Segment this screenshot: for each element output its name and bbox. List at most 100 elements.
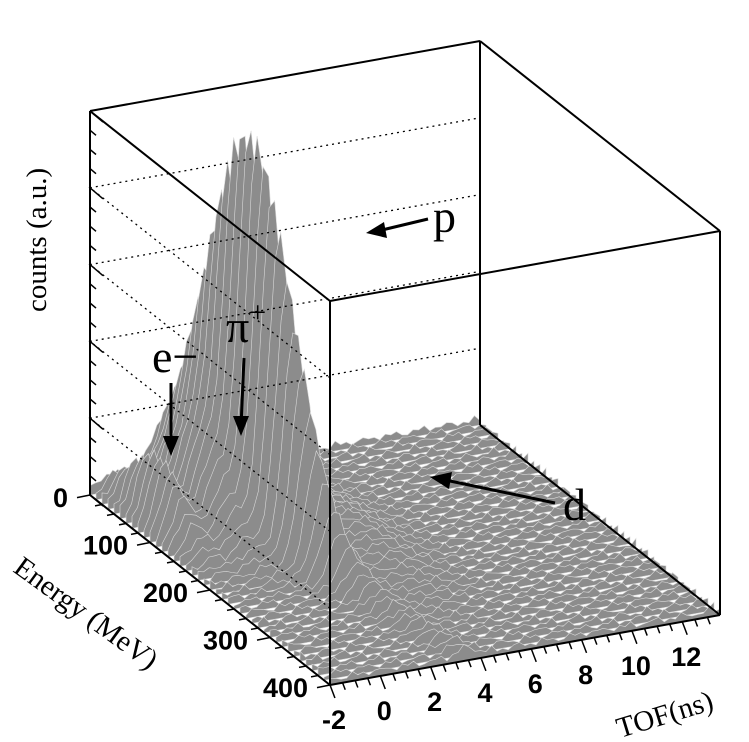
y-tick: [130, 532, 139, 536]
x-tick: [643, 628, 648, 636]
y-tick-label: 0: [53, 483, 68, 513]
y-tick: [76, 494, 91, 499]
z-tick: [89, 264, 104, 277]
label-electron: e−: [152, 331, 198, 382]
x-tick: [543, 646, 548, 654]
z-tick: [89, 168, 97, 175]
x-tick-label: 2: [427, 687, 442, 717]
arrow-pion: [239, 357, 246, 428]
x-tick: [329, 684, 336, 699]
x-tick: [518, 650, 523, 659]
y-tick: [250, 627, 259, 631]
y-tick: [286, 655, 295, 659]
arrow-proton-head: [366, 222, 387, 238]
surface-mesh: [89, 130, 721, 686]
y-axis-ticks: 0 100 200 300 400: [53, 483, 331, 703]
y-tick: [316, 684, 331, 689]
z-tick: [89, 302, 97, 309]
surface-strip: [275, 564, 667, 643]
y-tick: [274, 646, 283, 650]
label-deuteron: d: [563, 479, 586, 530]
z-tick: [89, 187, 104, 200]
peak-annotations: e− π+ p d: [152, 191, 586, 530]
x-tick: [442, 664, 447, 672]
frame-edge: [479, 40, 721, 232]
x-tick: [706, 616, 711, 625]
y-tick: [190, 579, 199, 583]
label-pion-charge: +: [249, 296, 266, 329]
z-tick: [89, 321, 97, 328]
frame-edge: [329, 230, 721, 302]
x-tick: [467, 659, 472, 668]
z-tick: [89, 225, 97, 232]
x-axis-title: TOF(ns): [613, 685, 717, 742]
x-tick: [694, 619, 699, 627]
x-axis-ticks: -2 0 2 4 6 8 10 12: [322, 616, 711, 735]
x-tick: [530, 648, 537, 663]
y-tick-label: 100: [83, 531, 128, 561]
y-tick: [310, 674, 319, 678]
surface-strip: [323, 601, 715, 681]
frame-edge: [479, 424, 721, 616]
x-tick: [681, 621, 688, 636]
svg-text:π+: π+: [226, 296, 266, 352]
x-tick: [392, 673, 397, 681]
x-tick: [341, 682, 346, 691]
x-tick: [618, 632, 623, 641]
x-tick: [354, 680, 359, 688]
x-tick: [379, 675, 386, 690]
y-tick: [178, 570, 187, 574]
x-tick-label: 10: [621, 651, 651, 681]
x-tick-label: 0: [377, 696, 392, 726]
arrow-pion-head: [233, 416, 249, 436]
arrow-deuteron-head: [430, 472, 452, 489]
y-tick: [256, 636, 271, 641]
x-tick: [656, 626, 661, 634]
y-tick: [166, 560, 175, 564]
z-tick: [89, 494, 104, 507]
surface-strip: [329, 606, 721, 686]
x-tick: [492, 655, 497, 663]
label-proton: p: [433, 191, 456, 242]
z-tick: [89, 340, 104, 354]
surface-strip: [311, 594, 703, 672]
x-tick: [580, 639, 588, 654]
x-tick: [606, 635, 611, 643]
x-tick: [429, 666, 437, 681]
z-tick: [89, 206, 97, 213]
arrow-electron-head: [163, 436, 179, 456]
surface-strip: [263, 555, 655, 634]
frame-edge: [89, 110, 331, 302]
label-pion: π+: [226, 296, 266, 352]
x-tick-label: 12: [671, 642, 701, 672]
y-tick: [298, 665, 307, 669]
y-tick-label: 200: [143, 578, 188, 608]
surface-strip: [305, 588, 697, 667]
arrow-deuteron: [449, 479, 556, 505]
x-tick: [668, 623, 674, 632]
surface-strip: [287, 572, 679, 653]
z-tick: [89, 475, 97, 482]
y-tick-label: 400: [263, 673, 308, 703]
x-tick: [631, 630, 638, 645]
z-tick: [89, 110, 104, 123]
z-tick: [89, 283, 97, 290]
z-tick: [89, 360, 97, 367]
z-tick: [89, 398, 97, 405]
frame-edge: [329, 614, 721, 686]
z-tick: [89, 244, 97, 252]
z-tick: [89, 148, 97, 156]
y-tick: [136, 541, 151, 546]
surface-strip: [317, 597, 709, 676]
y-tick: [238, 617, 247, 621]
y-tick: [226, 608, 235, 612]
x-tick: [404, 671, 409, 679]
surface-strip: [281, 569, 673, 648]
y-axis-title: Energy (MeV): [8, 551, 164, 676]
y-tick: [106, 513, 115, 517]
x-tick: [480, 657, 487, 672]
y-tick: [154, 551, 163, 555]
x-tick: [593, 637, 598, 645]
x-tick-label: 4: [477, 678, 492, 708]
